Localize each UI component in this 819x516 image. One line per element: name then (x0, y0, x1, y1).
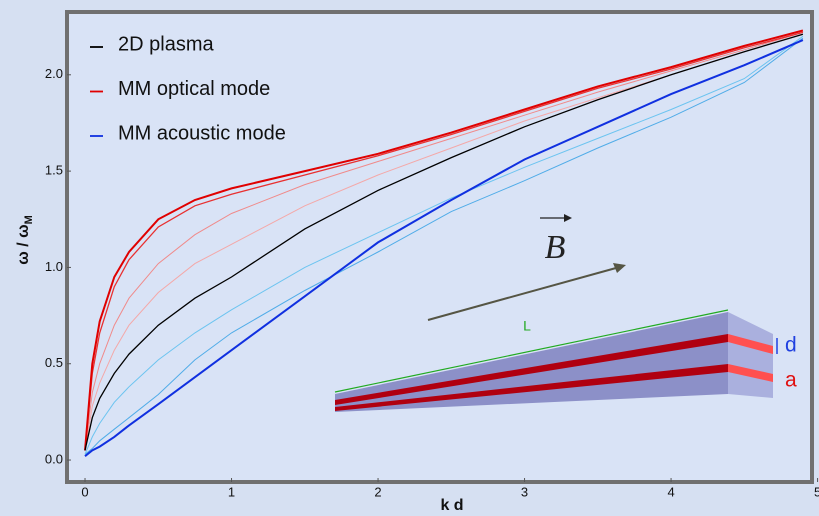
layer-side (728, 364, 773, 382)
y-axis-label: ω / ωM (15, 215, 35, 265)
x-tick-label: 5 (814, 484, 819, 499)
field-arrowhead (613, 263, 626, 273)
y-tick-label: 1.0 (45, 259, 63, 274)
x-tick-label: 2 (374, 484, 381, 499)
y-tick-label: 1.5 (45, 163, 63, 178)
x-tick-label: 3 (521, 484, 528, 499)
series-line (84, 33, 804, 451)
series-line (84, 31, 804, 451)
x-axis-label: k d (440, 497, 463, 514)
series-line (84, 37, 804, 455)
field-label: B (545, 229, 566, 266)
series-line (84, 33, 804, 451)
x-tick-label: 4 (667, 484, 674, 499)
length-label: L (523, 318, 531, 334)
y-axis-label-sub: M (23, 215, 35, 224)
x-tick-label: 0 (81, 484, 88, 499)
field-arrow (427, 267, 617, 321)
length-line (334, 309, 729, 393)
slab-diagram (334, 214, 778, 412)
layer (335, 334, 728, 405)
legend-label: MM optical mode (118, 78, 270, 100)
y-tick-label: 0.0 (45, 451, 63, 466)
vector-arrowhead (564, 214, 572, 222)
spacing-label: d (785, 334, 797, 357)
series-line (84, 35, 804, 455)
series-line (84, 31, 804, 451)
series-line (84, 29, 804, 451)
x-tick-label: 1 (228, 484, 235, 499)
thickness-label: a (785, 369, 797, 392)
y-axis-label-main: ω / ω (15, 224, 32, 264)
layer (335, 364, 728, 411)
legend-label: MM acoustic mode (118, 122, 286, 144)
legend-label: 2D plasma (118, 33, 214, 55)
y-tick-label: 0.5 (45, 355, 63, 370)
layer-side (728, 334, 773, 354)
series-line (84, 39, 804, 457)
y-tick-label: 2.0 (45, 66, 63, 81)
